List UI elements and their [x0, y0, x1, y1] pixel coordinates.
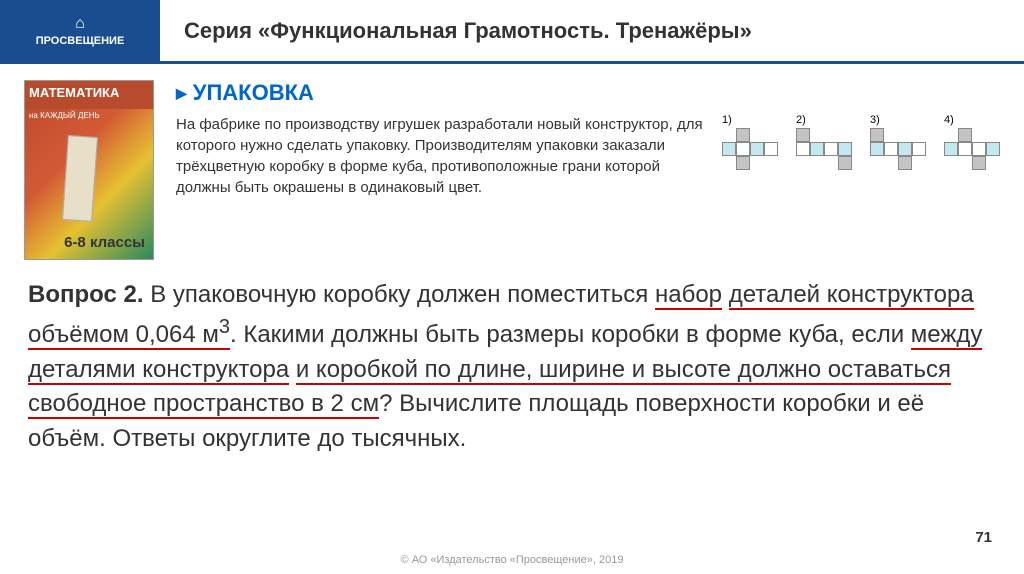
net-cell [884, 156, 898, 170]
net-cell [944, 156, 958, 170]
net-label: 4) [944, 114, 1000, 126]
net-grid [944, 128, 1000, 170]
logo-text: ПРОСВЕЩЕНИЕ [36, 35, 125, 47]
net-cell [870, 128, 884, 142]
net-cell [750, 142, 764, 156]
net-cell [986, 142, 1000, 156]
net-cell [810, 142, 824, 156]
net-cell [824, 156, 838, 170]
net-label: 3) [870, 114, 926, 126]
net-cell [958, 142, 972, 156]
book-title: МАТЕМАТИКА [25, 81, 153, 109]
net-cell [912, 128, 926, 142]
net-item: 4) [944, 114, 1000, 198]
net-cell [796, 156, 810, 170]
net-cell [898, 142, 912, 156]
net-cell [884, 142, 898, 156]
right-column: УПАКОВКА На фабрике по производству игру… [176, 80, 1000, 260]
net-cell [958, 128, 972, 142]
net-cell [870, 142, 884, 156]
net-cell [972, 128, 986, 142]
net-cell [736, 142, 750, 156]
page-header: ⌂ ПРОСВЕЩЕНИЕ Серия «Функциональная Грам… [0, 0, 1024, 64]
net-cell [810, 156, 824, 170]
net-grid [870, 128, 926, 170]
net-cell [764, 142, 778, 156]
net-cell [796, 128, 810, 142]
copyright: © АО «Издательство «Просвещение», 2019 [0, 554, 1024, 566]
net-cell [972, 142, 986, 156]
publisher-logo: ⌂ ПРОСВЕЩЕНИЕ [0, 0, 160, 63]
net-cell [764, 156, 778, 170]
book-subtitle: на КАЖДЫЙ ДЕНЬ [29, 111, 100, 120]
question-block: Вопрос 2. В упаковочную коробку должен п… [0, 278, 1024, 457]
net-cell [722, 142, 736, 156]
net-item: 1) [722, 114, 778, 198]
net-cell [912, 156, 926, 170]
logo-icon: ⌂ [75, 15, 85, 33]
net-cell [944, 142, 958, 156]
nets-container: 1) 2) 3) 4) [722, 114, 1000, 198]
net-cell [884, 128, 898, 142]
net-cell [824, 128, 838, 142]
content-area: МАТЕМАТИКА на КАЖДЫЙ ДЕНЬ 6-8 классы УПА… [0, 64, 1024, 260]
task-intro: На фабрике по производству игрушек разра… [176, 114, 722, 198]
net-cell [838, 128, 852, 142]
net-cell [764, 128, 778, 142]
net-cell [736, 156, 750, 170]
net-cell [750, 128, 764, 142]
net-cell [912, 142, 926, 156]
net-cell [986, 128, 1000, 142]
net-cell [986, 156, 1000, 170]
book-grades: 6-8 классы [64, 234, 145, 251]
section-title: УПАКОВКА [176, 80, 1000, 106]
net-cell [898, 128, 912, 142]
net-cell [722, 128, 736, 142]
page-number: 71 [975, 529, 992, 546]
net-item: 2) [796, 114, 852, 198]
net-label: 1) [722, 114, 778, 126]
net-cell [838, 142, 852, 156]
net-grid [796, 128, 852, 170]
net-cell [796, 142, 810, 156]
page-title: Серия «Функциональная Грамотность. Трена… [184, 18, 752, 44]
net-cell [958, 156, 972, 170]
net-cell [898, 156, 912, 170]
task-row: На фабрике по производству игрушек разра… [176, 114, 1000, 198]
left-column: МАТЕМАТИКА на КАЖДЫЙ ДЕНЬ 6-8 классы [24, 80, 164, 260]
net-item: 3) [870, 114, 926, 198]
net-cell [722, 156, 736, 170]
net-cell [736, 128, 750, 142]
net-cell [838, 156, 852, 170]
net-grid [722, 128, 778, 170]
question-prefix: Вопрос 2. [28, 281, 144, 308]
book-cover: МАТЕМАТИКА на КАЖДЫЙ ДЕНЬ 6-8 классы [24, 80, 154, 260]
net-cell [870, 156, 884, 170]
net-cell [750, 156, 764, 170]
net-label: 2) [796, 114, 852, 126]
net-cell [944, 128, 958, 142]
net-cell [972, 156, 986, 170]
tower-illustration [62, 135, 98, 222]
net-cell [810, 128, 824, 142]
net-cell [824, 142, 838, 156]
